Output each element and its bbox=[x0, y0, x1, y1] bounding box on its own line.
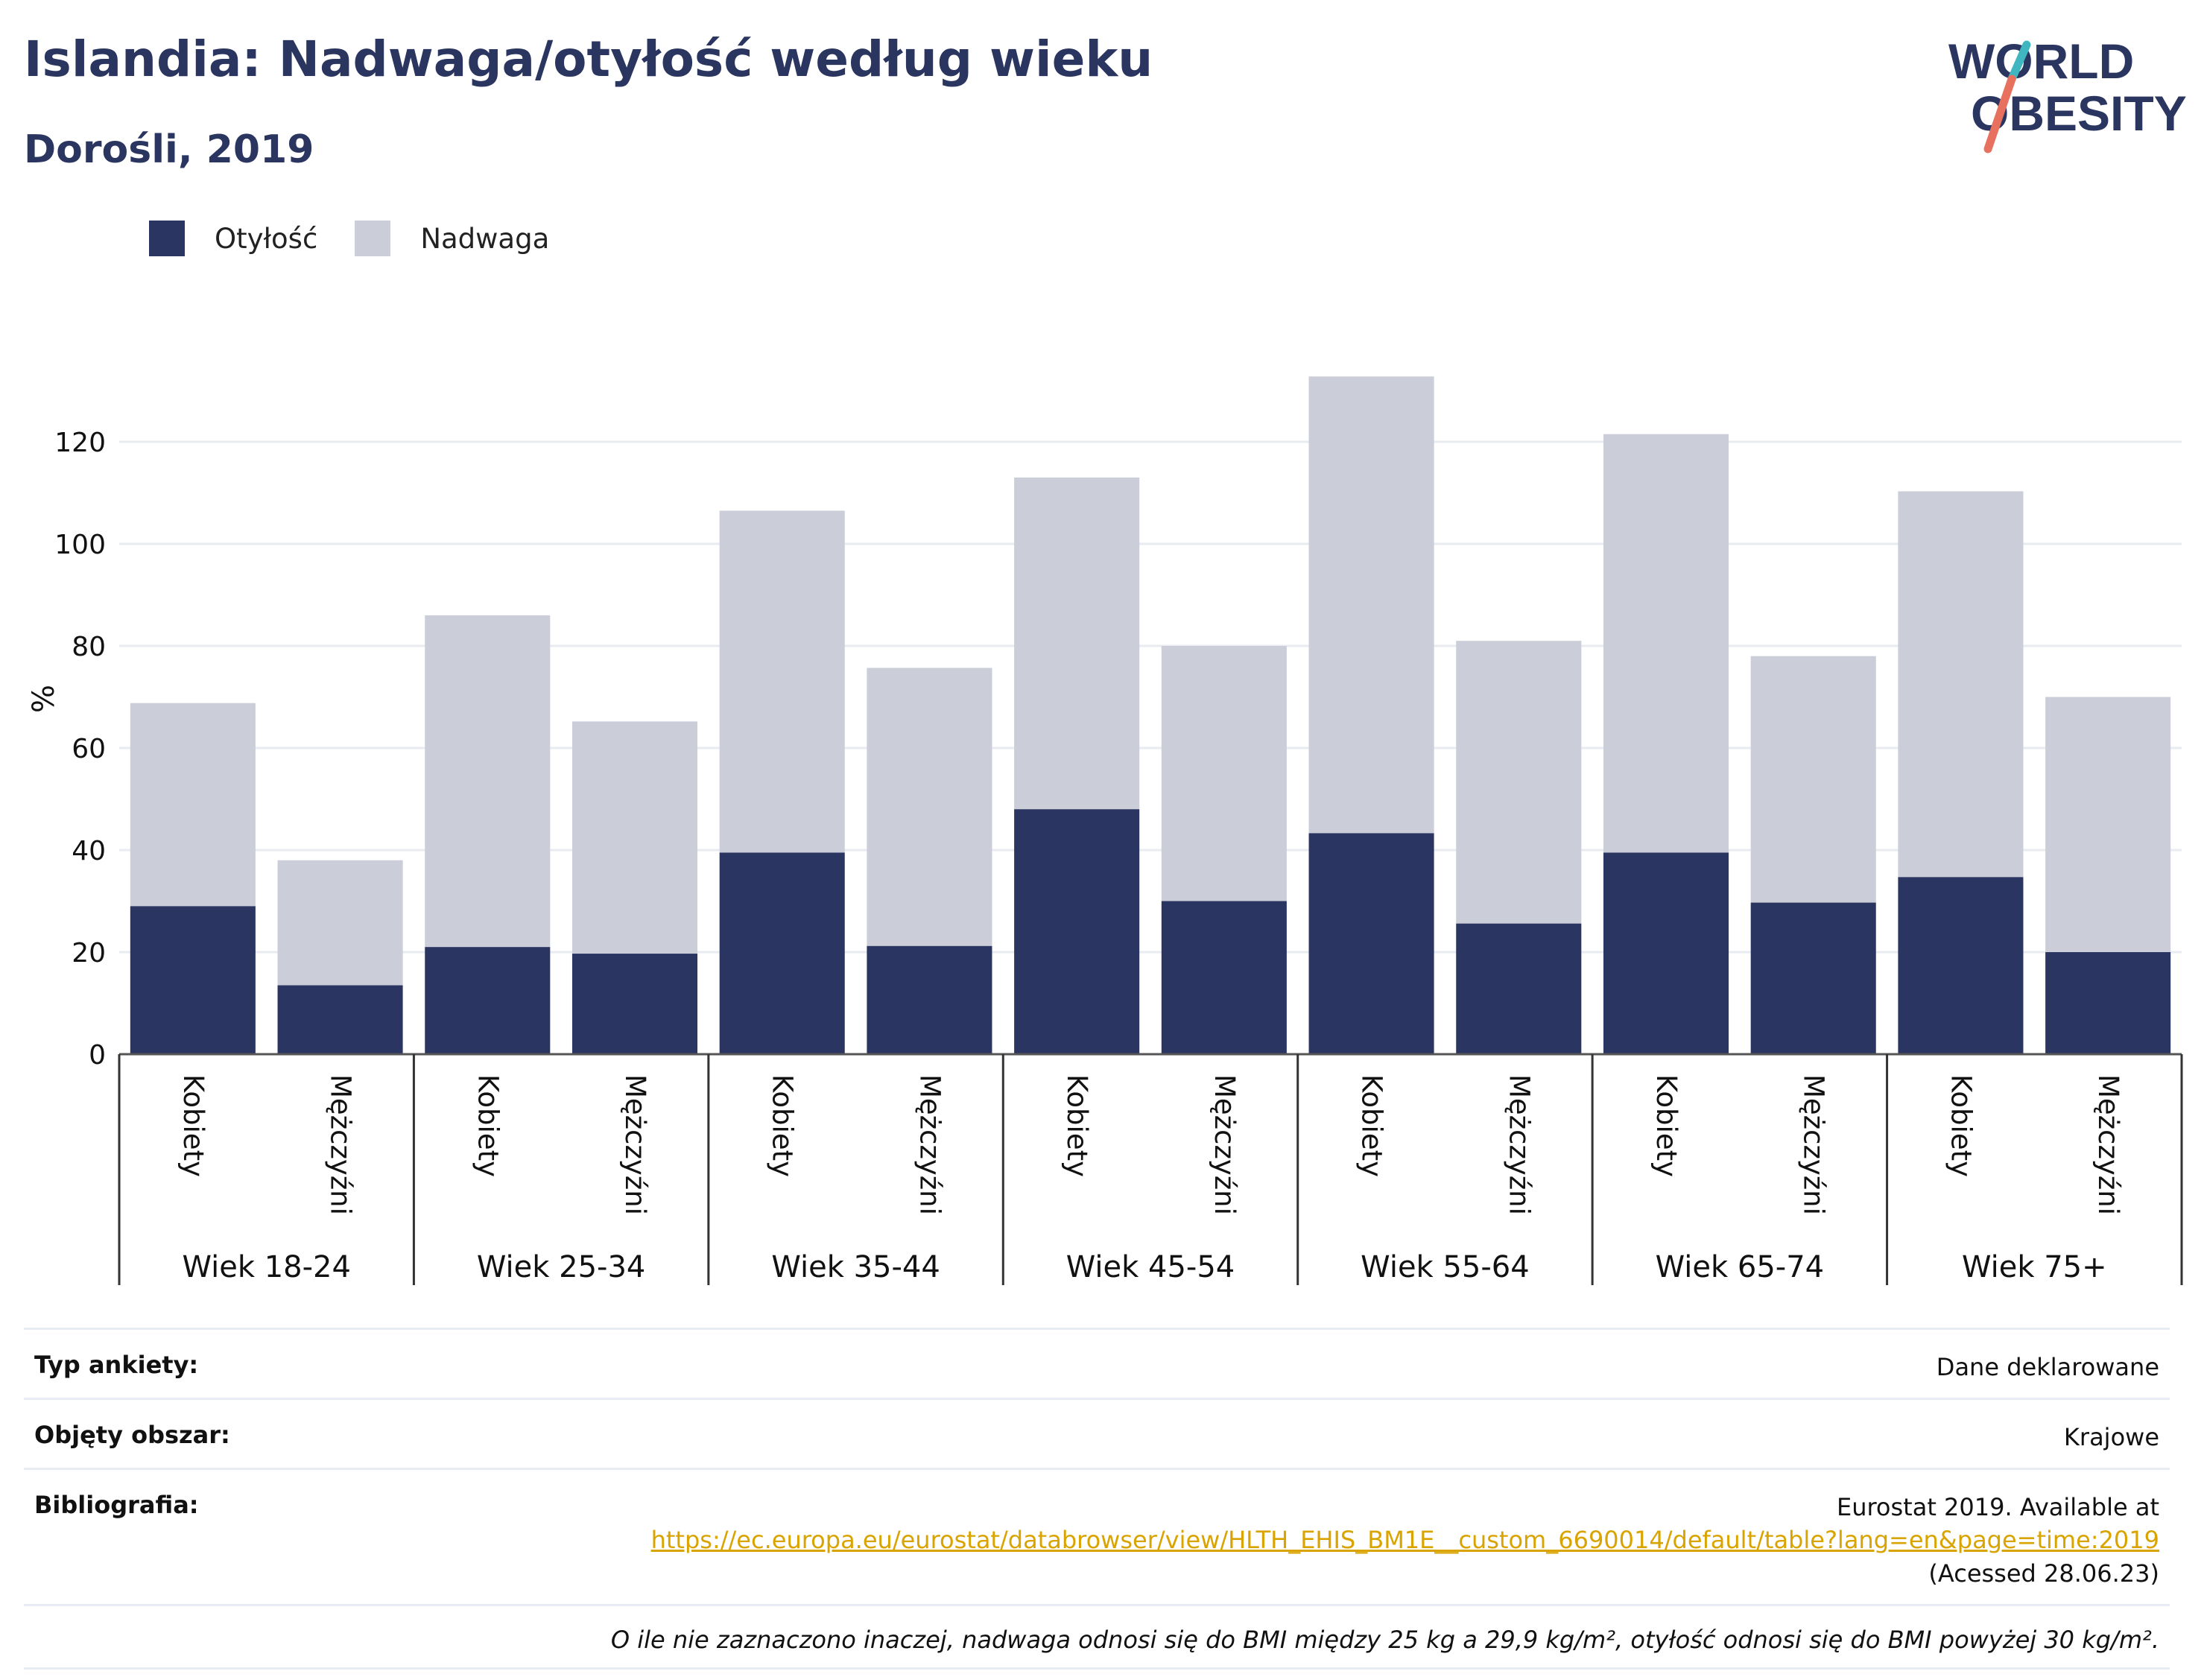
bar-obesity bbox=[2045, 952, 2171, 1054]
bibliography-link[interactable]: https://ec.europa.eu/eurostat/databrowse… bbox=[650, 1526, 2159, 1555]
x-category-label: Kobiety bbox=[767, 1074, 799, 1177]
bibliography-source: Eurostat 2019. Available at bbox=[1836, 1492, 2159, 1521]
x-category-label: Kobiety bbox=[472, 1074, 504, 1177]
info-row-area: Objęty obszar: Krajowe bbox=[24, 1397, 2170, 1468]
legend-swatch-overweight bbox=[355, 221, 391, 256]
bar-overweight bbox=[867, 668, 992, 946]
bar-obesity bbox=[1308, 833, 1434, 1054]
bar-overweight bbox=[277, 860, 403, 986]
bar-overweight bbox=[1161, 646, 1287, 901]
bar-obesity bbox=[1161, 901, 1287, 1054]
bar-overweight bbox=[1014, 477, 1140, 810]
bar-overweight bbox=[2045, 697, 2171, 952]
bar-obesity bbox=[1898, 877, 2024, 1054]
x-category-label: Mężczyźni bbox=[1209, 1074, 1241, 1215]
definition-note: O ile nie zaznaczono inaczej, nadwaga od… bbox=[24, 1603, 2170, 1670]
survey-label: Typ ankiety: bbox=[34, 1351, 199, 1379]
bar-overweight bbox=[719, 510, 845, 853]
logo-slash-red bbox=[1983, 75, 2016, 153]
legend-label-obesity: Otyłość bbox=[215, 222, 318, 255]
bar-overweight bbox=[1456, 641, 1582, 924]
x-category-label: Kobiety bbox=[177, 1074, 209, 1177]
x-category-label: Mężczyźni bbox=[619, 1074, 651, 1215]
bar-overweight bbox=[130, 703, 256, 907]
x-category-label: Mężczyźni bbox=[325, 1074, 357, 1215]
bibliography-label: Bibliografia: bbox=[34, 1490, 199, 1519]
bar-obesity bbox=[1014, 809, 1140, 1054]
logo-slash-teal bbox=[2007, 40, 2031, 83]
bar-obesity bbox=[277, 985, 403, 1054]
bar-overweight bbox=[1308, 376, 1434, 834]
y-tick-label: 80 bbox=[72, 632, 106, 662]
x-category-label: Mężczyźni bbox=[1503, 1074, 1535, 1215]
bar-obesity bbox=[1603, 852, 1729, 1054]
bar-overweight bbox=[1898, 491, 2024, 878]
x-category-label: Mężczyźni bbox=[913, 1074, 946, 1215]
bar-overweight bbox=[1750, 656, 1876, 903]
y-tick-label: 60 bbox=[72, 734, 106, 764]
bar-obesity bbox=[130, 906, 256, 1054]
info-row-bibliography: Bibliografia: Eurostat 2019. Available a… bbox=[24, 1467, 2170, 1604]
x-category-label: Kobiety bbox=[1061, 1074, 1093, 1177]
world-obesity-logo: WORLD OBESITY bbox=[1948, 34, 2187, 153]
x-category-label: Kobiety bbox=[1945, 1074, 1977, 1177]
y-tick-label: 120 bbox=[54, 428, 106, 458]
stacked-bar-chart: 0 20 40 60 80 100 120% Kobiety Mężczyźni Kobiety M… bbox=[27, 376, 2183, 1285]
x-category-label: Mężczyźni bbox=[1798, 1074, 1830, 1215]
page-title: Islandia: Nadwaga/otyłość według wieku bbox=[24, 31, 1153, 88]
y-tick-label: 20 bbox=[72, 938, 106, 969]
bar-overweight bbox=[571, 721, 698, 954]
y-tick-label: 100 bbox=[54, 530, 106, 560]
x-category-label: Kobiety bbox=[1356, 1074, 1388, 1177]
logo-line1: WORLD bbox=[1948, 34, 2134, 89]
bar-obesity bbox=[867, 945, 992, 1054]
bar-overweight bbox=[425, 615, 551, 948]
x-group-label: Wiek 65-74 bbox=[1656, 1250, 1825, 1284]
x-category-label: Mężczyźni bbox=[2092, 1074, 2124, 1215]
x-group-label: Wiek 55-64 bbox=[1361, 1250, 1530, 1284]
page-subtitle: Dorośli, 2019 bbox=[24, 127, 314, 172]
bar-obesity bbox=[425, 947, 551, 1054]
legend-item-obesity: Otyłość bbox=[149, 221, 317, 256]
area-value: Krajowe bbox=[2063, 1422, 2159, 1451]
legend-item-overweight: Nadwaga bbox=[355, 221, 549, 256]
area-label: Objęty obszar: bbox=[34, 1420, 230, 1449]
bibliography-value: Eurostat 2019. Available at https://ec.e… bbox=[651, 1491, 2159, 1591]
bar-obesity bbox=[571, 954, 698, 1054]
y-tick-label: 0 bbox=[89, 1040, 106, 1071]
info-row-survey: Typ ankiety: Dane deklarowane bbox=[24, 1328, 2170, 1398]
bar-overweight bbox=[1603, 434, 1729, 853]
legend-swatch-obesity bbox=[149, 221, 185, 256]
bar-obesity bbox=[1750, 902, 1876, 1054]
y-tick-label: 40 bbox=[72, 836, 106, 866]
x-group-label: Wiek 18-24 bbox=[182, 1250, 351, 1284]
chart-legend: Otyłość Nadwaga bbox=[149, 221, 586, 256]
x-group-label: Wiek 25-34 bbox=[477, 1250, 646, 1284]
x-group-label: Wiek 45-54 bbox=[1066, 1250, 1235, 1284]
survey-value: Dane deklarowane bbox=[1936, 1353, 2159, 1381]
legend-label-overweight: Nadwaga bbox=[420, 222, 550, 255]
x-group-label: Wiek 35-44 bbox=[771, 1250, 940, 1284]
bar-obesity bbox=[1456, 923, 1582, 1054]
bibliography-accessed: (Acessed 28.06.23) bbox=[1928, 1559, 2159, 1588]
bar-obesity bbox=[719, 852, 845, 1054]
y-axis-title: % bbox=[27, 685, 61, 713]
x-category-label: Kobiety bbox=[1650, 1074, 1682, 1177]
info-table: Typ ankiety: Dane deklarowane Objęty obs… bbox=[24, 1328, 2170, 1670]
x-group-label: Wiek 75+ bbox=[1962, 1250, 2107, 1284]
